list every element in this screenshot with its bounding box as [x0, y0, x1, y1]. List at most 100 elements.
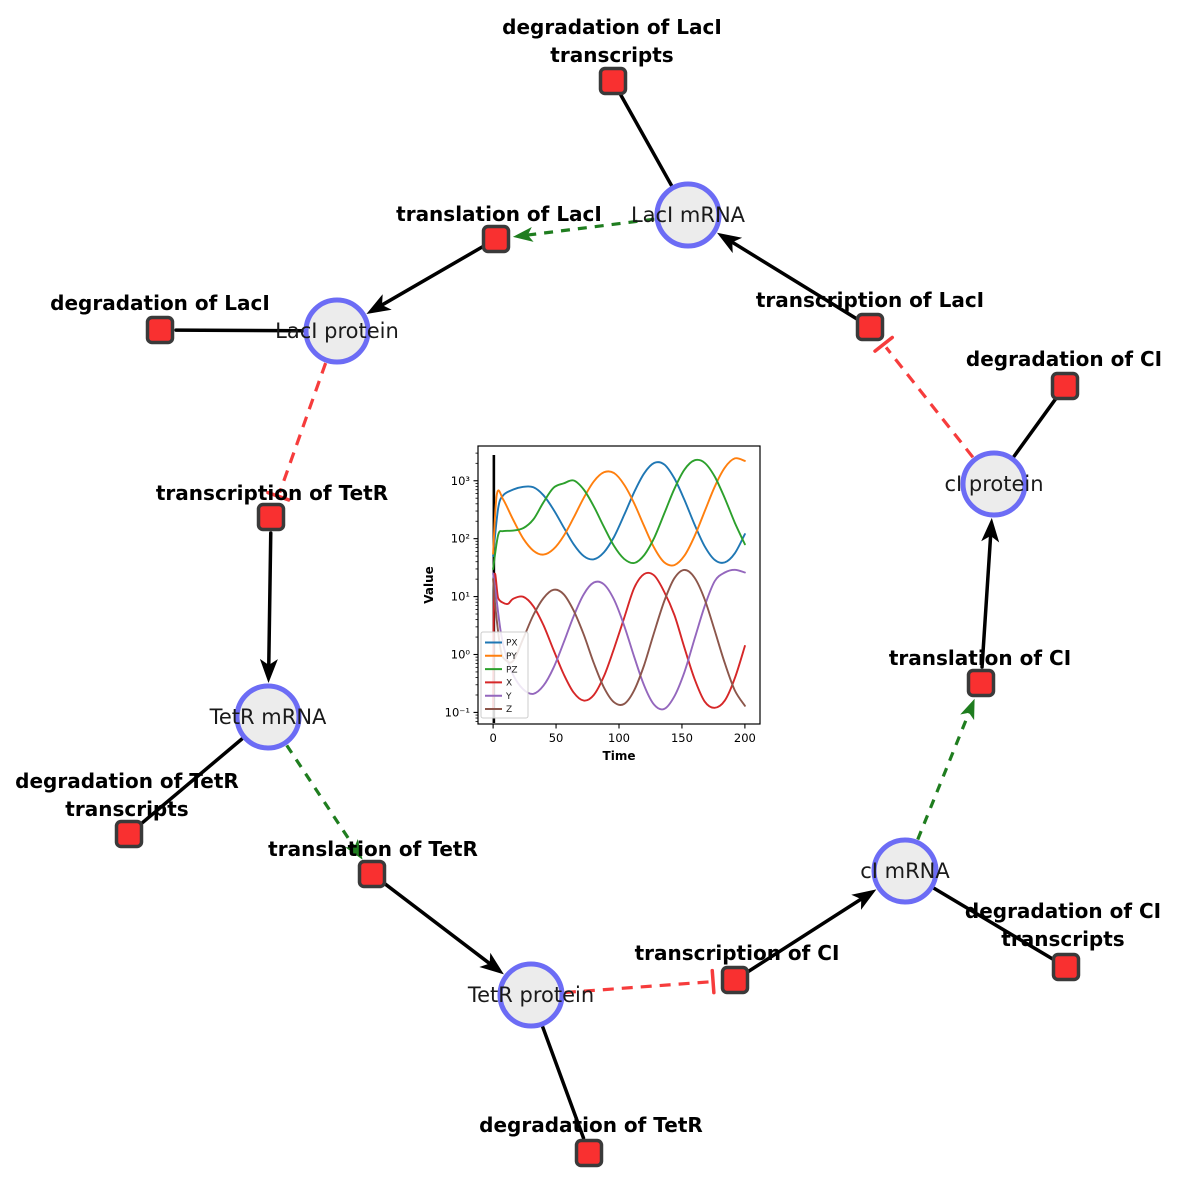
inset-chart: 10⁻¹ 10⁰ 10¹ 10² 10³ 0 50 100 150 200 PX PY PZ XYZ Tim…: [422, 428, 778, 766]
edge-production-tx_laci-laci_mrna: [727, 238, 859, 321]
y-tick-label: 10⁰: [451, 648, 471, 662]
edge-inhibition-tetr_protein-tx_ci: [564, 980, 710, 995]
edge-inhibition-ci_protein-tx_laci: [884, 346, 975, 459]
edge-inhibition-laci_protein-tx_tetr-tee-icon: [266, 490, 291, 502]
reaction-label-deg_tetr_tx-line2: transcripts: [65, 797, 188, 821]
x-tick-label: 200: [734, 731, 756, 745]
legend-box: [480, 631, 529, 719]
reaction-label-tl_laci: translation of LacI: [396, 202, 602, 226]
x-tick-label: 0: [489, 731, 496, 745]
reaction-node-tl_ci: [966, 668, 996, 698]
series-line-PZ: [492, 458, 746, 570]
reaction-label-deg_ci_tx-line1: degradation of CI: [965, 899, 1161, 923]
species-node-laci_protein: [303, 297, 371, 365]
reaction-node-deg_laci: [145, 315, 175, 345]
edge-consumption-laci_mrna-deg_laci_tx: [619, 93, 674, 188]
y-tick-label: 10¹: [451, 590, 470, 604]
y-tick-label: 10³: [451, 474, 471, 488]
legend-label-Y: Y: [505, 692, 512, 702]
reaction-label-deg_tetr_tx-line1: degradation of TetR: [15, 769, 239, 793]
legend: PX PY PZ XYZ: [480, 631, 529, 719]
edge-inhibition-ci_protein-tx_laci-tee-icon: [873, 335, 895, 353]
y-axis-label: Value: [422, 566, 436, 604]
reaction-node-deg_laci_tx: [598, 66, 628, 96]
edge-production-tl_ci-ci_protein-arrowhead-icon: [981, 517, 1000, 543]
species-label-tetr_mrna: TetR mRNA: [209, 705, 327, 729]
axes-spines: [477, 445, 761, 725]
edges-layer: [139, 93, 1058, 1140]
series-line-PY: [492, 457, 746, 567]
edge-production-tl_tetr-tetr_protein-arrowhead-icon: [479, 952, 504, 975]
species-node-ci_mrna: [871, 837, 939, 905]
legend-label-PY: PY: [506, 652, 517, 662]
series-line-X: [492, 571, 746, 709]
reaction-node-deg_ci: [1050, 371, 1080, 401]
labels-layer: LacI mRNA LacI protein TetR mRNA TetR prote…: [15, 15, 1162, 1137]
reaction-label-tx_tetr: transcription of TetR: [156, 481, 388, 505]
edge-modifier-tetr_mrna-tl_tetr: [285, 744, 358, 851]
edge-consumption-laci_protein-deg_laci: [174, 328, 305, 333]
reaction-node-deg_tetr: [574, 1138, 604, 1168]
x-tick-label: 50: [549, 731, 564, 745]
reaction-node-tl_tetr: [357, 859, 387, 889]
legend-label-PX: PX: [506, 639, 518, 649]
nodes-layer: [114, 66, 1081, 1168]
x-tick-label: 100: [608, 731, 630, 745]
edge-production-tl_tetr-tetr_protein: [382, 881, 495, 968]
x-tick-label: 150: [671, 731, 693, 745]
edge-consumption-tetr_mrna-deg_tetr_tx: [139, 737, 244, 826]
reaction-label-tl_ci: translation of CI: [889, 646, 1071, 670]
x-axis-label: Time: [603, 749, 636, 763]
edge-consumption-tetr_protein-deg_tetr: [540, 1025, 586, 1140]
species-node-tetr_mrna: [234, 683, 302, 751]
species-label-ci_protein: cI protein: [944, 472, 1043, 496]
edge-modifier-laci_mrna-tl_laci-arrowhead-icon: [512, 227, 534, 242]
species-label-ci_mrna: cI mRNA: [860, 859, 950, 883]
reaction-label-deg_laci_tx-line2: transcripts: [550, 43, 673, 67]
species-label-laci_protein: LacI protein: [275, 319, 399, 343]
edge-production-tx_laci-laci_mrna-arrowhead-icon: [717, 232, 743, 254]
edge-production-tl_laci-laci_protein-arrowhead-icon: [366, 294, 392, 314]
edge-production-tx_tetr-tetr_mrna: [266, 531, 273, 671]
edge-production-tx_ci-ci_mrna: [746, 895, 867, 974]
edge-production-tl_laci-laci_protein: [376, 245, 484, 309]
y-tick-label: 10²: [451, 532, 470, 546]
reaction-label-tl_tetr: translation of TetR: [268, 837, 478, 861]
reaction-label-deg_laci_tx-line1: degradation of LacI: [502, 15, 722, 39]
species-node-laci_mrna: [654, 181, 722, 249]
reaction-node-deg_ci_tx: [1051, 952, 1081, 982]
legend-label-PZ: PZ: [506, 665, 518, 675]
reaction-node-tx_laci: [855, 312, 885, 342]
edge-modifier-ci_mrna-tl_ci-arrowhead-icon: [960, 698, 975, 721]
legend-label-Z: Z: [506, 705, 512, 715]
legend-label-X: X: [506, 679, 512, 689]
reaction-label-tx_laci: transcription of LacI: [756, 288, 984, 312]
reaction-label-deg_tetr: degradation of TetR: [479, 1113, 703, 1137]
y-tick-label: 10⁻¹: [445, 705, 470, 719]
edge-modifier-ci_mrna-tl_ci: [916, 709, 972, 841]
species-label-laci_mrna: LacI mRNA: [631, 203, 746, 227]
reaction-node-tx_tetr: [256, 502, 286, 532]
edge-production-tx_ci-ci_mrna-arrowhead-icon: [851, 889, 877, 910]
edge-inhibition-tetr_protein-tx_ci-tee-icon: [710, 968, 716, 995]
reaction-label-deg_ci_tx-line2: transcripts: [1001, 927, 1124, 951]
edge-inhibition-laci_protein-tx_tetr: [278, 362, 328, 494]
species-label-tetr_protein: TetR protein: [467, 983, 594, 1007]
reaction-node-tx_ci: [720, 965, 750, 995]
reaction-label-tx_ci: transcription of CI: [635, 941, 840, 965]
reaction-node-tl_laci: [481, 224, 511, 254]
reaction-label-deg_laci: degradation of LacI: [50, 291, 270, 315]
reaction-label-deg_ci: degradation of CI: [966, 347, 1162, 371]
reaction-node-deg_tetr_tx: [114, 819, 144, 849]
species-node-tetr_protein: [497, 961, 565, 1029]
edge-consumption-ci_protein-deg_ci: [1012, 397, 1058, 459]
series-line-PX: [492, 461, 746, 564]
species-node-ci_protein: [960, 450, 1028, 518]
edge-production-tx_tetr-tetr_mrna-arrowhead-icon: [259, 658, 278, 683]
edge-modifier-tetr_mrna-tl_tetr-arrowhead-icon: [345, 839, 363, 860]
edge-consumption-ci_mrna-deg_ci_tx: [932, 886, 1055, 961]
edge-modifier-laci_mrna-tl_laci: [524, 217, 655, 237]
edge-production-tl_ci-ci_protein: [980, 530, 993, 669]
